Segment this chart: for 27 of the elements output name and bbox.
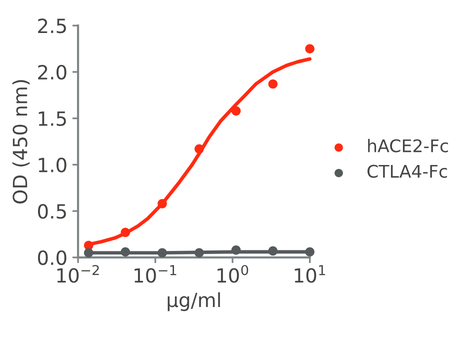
point xyxy=(305,44,314,54)
x-tick-label: 10$^{1}$ xyxy=(294,265,326,283)
point xyxy=(84,248,94,258)
x-tick-label: 10$^{−1}$ xyxy=(134,265,176,283)
point xyxy=(158,248,167,258)
point xyxy=(120,247,130,257)
point xyxy=(305,247,314,257)
point xyxy=(120,228,130,238)
y-tick-label: 0.0 xyxy=(38,250,66,266)
point xyxy=(268,246,278,256)
legend-label: CTLA4-Fc xyxy=(368,164,447,178)
point xyxy=(194,144,204,154)
y-tick-label: 2.5 xyxy=(38,18,66,34)
x-tick-label: 10$^{0}$ xyxy=(218,264,248,283)
y-tick-label: 0.5 xyxy=(38,204,66,219)
point xyxy=(194,248,204,258)
point xyxy=(268,79,278,89)
y-tick-label: 2.0 xyxy=(38,64,66,80)
point xyxy=(158,199,167,208)
point xyxy=(231,106,241,116)
y-tick-label: 1.5 xyxy=(38,112,66,126)
x-tick-label: 10$^{−2}$ xyxy=(57,264,99,283)
x-axis-title: μg/ml xyxy=(168,292,220,312)
legend-label: hACE2-Fc xyxy=(368,138,448,152)
y-axis-title: OD (450 nm) xyxy=(12,80,30,204)
y-tick-label: 1.0 xyxy=(38,158,66,172)
point xyxy=(231,245,241,255)
